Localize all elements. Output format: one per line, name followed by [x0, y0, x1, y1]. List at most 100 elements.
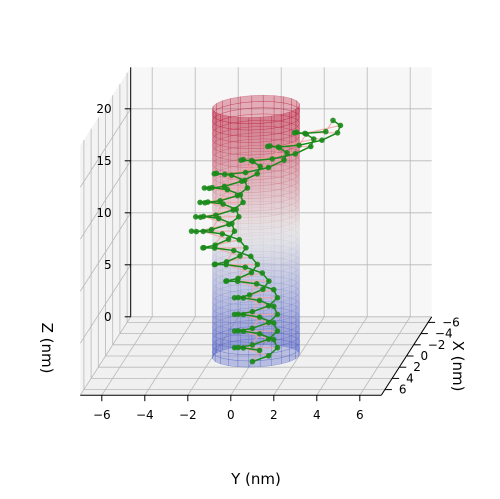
helix-node: [292, 151, 299, 157]
helix-node: [269, 156, 276, 162]
x-tick-label: −2: [428, 338, 446, 352]
helix-node: [265, 336, 272, 342]
cylinder-facet: [237, 316, 250, 324]
cylinder-facet: [248, 241, 261, 249]
z-tick-label: 10: [96, 206, 111, 220]
cylinder-facet: [248, 129, 261, 137]
cylinder-facet: [237, 304, 250, 312]
helix-node: [253, 281, 260, 287]
cylinder-facet: [240, 95, 253, 104]
helix-node: [310, 136, 317, 142]
helix-node: [231, 228, 238, 234]
helix-node: [254, 170, 261, 177]
helix-node: [270, 320, 277, 326]
helix-node: [240, 311, 247, 318]
helix-node: [274, 328, 281, 334]
cylinder-facet: [237, 285, 250, 293]
helix-node: [319, 137, 325, 143]
helix-node: [238, 157, 244, 163]
helix-node: [235, 275, 241, 282]
helix-node: [229, 220, 235, 227]
helix-node: [246, 292, 253, 298]
x-tick-label: 4: [406, 371, 414, 385]
helix-node: [256, 297, 263, 304]
cylinder-facet: [248, 185, 261, 193]
helix-structure: [188, 117, 344, 365]
cylinder-facet: [248, 223, 261, 231]
cylinder-facet: [251, 94, 264, 103]
helix-node: [265, 319, 272, 326]
helix-node: [211, 170, 218, 177]
helix-node: [197, 214, 204, 220]
cylinder-facet: [248, 216, 261, 224]
helix-rung: [225, 264, 252, 274]
cylinder-facet: [237, 360, 250, 368]
helix-node: [221, 183, 228, 190]
helix-node: [337, 122, 344, 129]
helix-node: [236, 236, 243, 243]
helix-node: [260, 286, 266, 293]
helix-node: [275, 144, 282, 150]
helix-rung: [304, 124, 341, 134]
helix-node: [200, 228, 207, 235]
helix-node: [235, 344, 242, 351]
helix-node: [330, 117, 336, 124]
helix-node: [256, 330, 263, 337]
helix-node: [244, 185, 251, 191]
helix-node: [302, 130, 308, 137]
helix-rung: [207, 201, 234, 211]
helix-node: [248, 157, 255, 164]
cylinder-facet: [237, 229, 250, 237]
helix-node: [256, 347, 263, 354]
helix-node: [221, 171, 228, 178]
cylinder-facet: [237, 141, 250, 150]
z-tick-label: 0: [104, 310, 112, 324]
helix-node: [249, 308, 256, 315]
helix-node: [242, 264, 249, 271]
x-tick-label: 0: [421, 349, 429, 363]
helix-node: [212, 242, 218, 248]
helix-node: [270, 286, 277, 293]
helix-node: [291, 130, 298, 136]
helix-node: [240, 295, 247, 301]
y-tick-label: 2: [270, 408, 278, 422]
helix-rung: [214, 247, 241, 257]
cylinder-facet: [237, 148, 250, 156]
cylinder-facet: [248, 123, 261, 131]
helix-node: [270, 336, 277, 343]
cylinder-facet: [248, 117, 261, 125]
helix-node: [265, 352, 272, 359]
helix-node: [323, 128, 329, 135]
helix-node: [193, 228, 200, 235]
helix-node: [249, 325, 256, 332]
helix-node: [219, 231, 226, 237]
helix-node: [235, 328, 242, 334]
cylinder-facet: [248, 135, 261, 143]
x-tick-label: −4: [435, 327, 453, 341]
cylinder-facet: [248, 235, 261, 243]
z-axis-label: Z (nm): [38, 323, 56, 374]
cylinder-facet: [263, 107, 275, 115]
helix-node: [228, 172, 235, 178]
y-tick-label: −6: [93, 408, 111, 422]
y-tick-label: 0: [227, 408, 235, 422]
cylinder-facet: [237, 335, 250, 343]
cylinder-facet: [263, 101, 275, 109]
x-axis-label: X (nm): [449, 341, 467, 392]
helix-rung: [203, 215, 230, 225]
cylinder-facet: [248, 148, 261, 156]
helix-node: [217, 198, 223, 204]
helix-node: [307, 143, 314, 150]
cylinder-facet: [237, 223, 250, 231]
helix-node: [240, 199, 246, 206]
helix-node: [223, 258, 230, 265]
cylinder-facet: [248, 204, 261, 212]
helix-node: [223, 278, 230, 284]
y-tick-label: −4: [136, 408, 154, 422]
y-tick-label: 6: [356, 408, 364, 422]
helix-node: [248, 269, 255, 276]
cylinder-facet: [237, 123, 250, 131]
helix-rung: [211, 187, 238, 197]
